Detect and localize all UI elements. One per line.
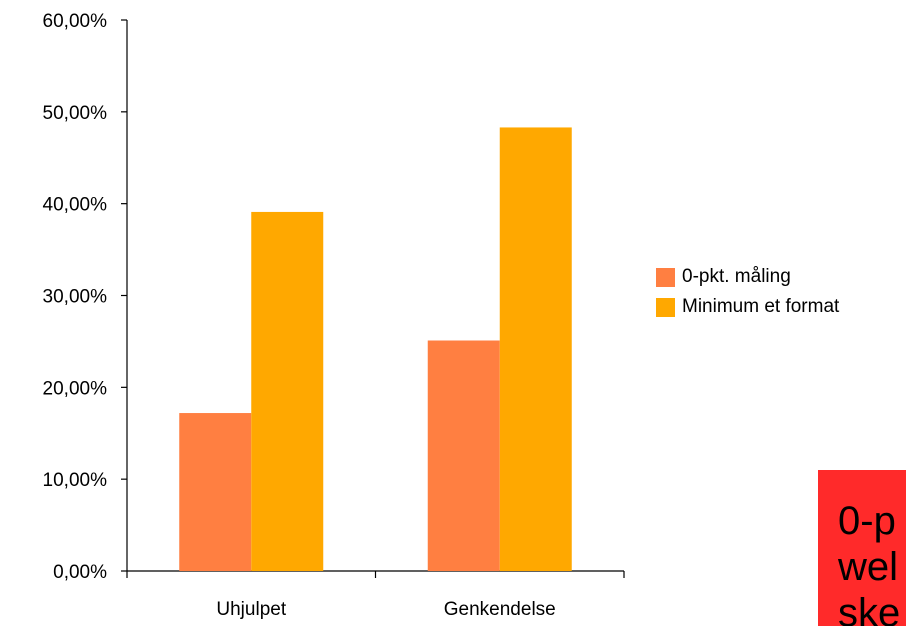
legend-label: Minimum et format [682,296,840,317]
x-tick-label: Uhjulpet [216,599,286,620]
y-tick-label: 0,00% [53,562,107,583]
callout-box: 0-p wel ske [818,470,906,626]
legend-swatch [656,267,675,287]
bar-1-1 [179,413,252,571]
bar-2-2 [499,127,572,571]
bar-1-2 [427,340,500,571]
y-tick-label: 30,00% [43,287,108,308]
y-tick-label: 50,00% [43,103,108,124]
bar-2-1 [251,211,324,571]
y-tick-label: 20,00% [43,378,108,399]
legend-label: 0-pkt. måling [682,266,791,287]
chart-bars [179,127,572,571]
legend-swatch [656,297,675,317]
y-tick-label: 60,00% [43,11,108,32]
y-tick-label: 40,00% [43,195,108,216]
callout-text: 0-p wel ske [838,499,901,626]
chart-labels: 0,00% 10,00% 20,00% 30,00% 40,00% 50,00% 60,00… [43,11,556,620]
legend-item-series-1: 0-pkt. måling [656,262,839,292]
y-tick-label: 10,00% [43,470,108,491]
legend-item-series-2: Minimum et format [656,292,839,322]
x-tick-label: Genkendelse [444,599,556,620]
chart-legend: 0-pkt. måling Minimum et format [656,262,839,322]
